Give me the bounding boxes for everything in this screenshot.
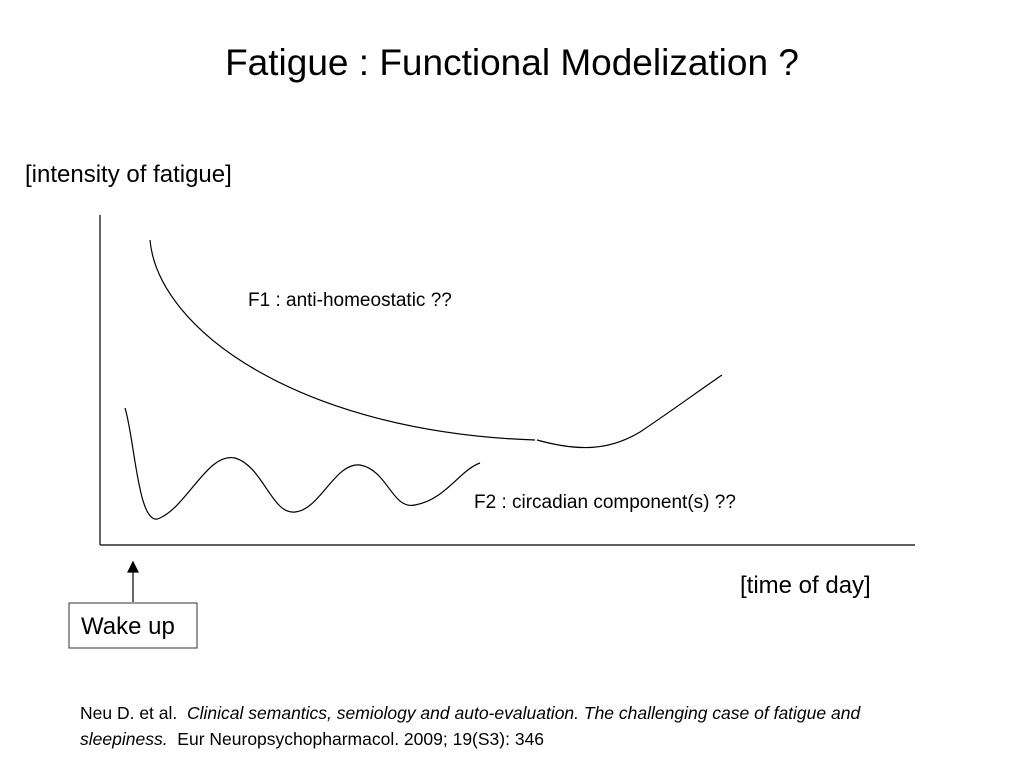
f1-curve: [536, 374, 723, 449]
ref-source: Eur Neuropsychopharmacol. 2009; 19(S3): …: [177, 729, 545, 749]
arrow-head: [127, 560, 139, 573]
ref-authors: Neu D. et al.: [80, 703, 178, 723]
y-label: [intensity of fatigue]: [25, 161, 232, 188]
curve-label: F1 : anti-homeostatic ??: [248, 290, 452, 311]
curve-label: F2 : circadian component(s) ??: [474, 492, 736, 513]
marker-label: Wake up: [81, 613, 175, 640]
f2-curve: [124, 407, 481, 520]
ref-title: Clinical semantics, semiology and auto-e…: [80, 703, 861, 749]
x-label: [time of day]: [740, 572, 871, 599]
reference: Neu D. et al. Clinical semantics, semiol…: [80, 700, 940, 752]
wake-box: [68, 602, 198, 649]
f1-curve: [149, 239, 536, 441]
title: Fatigue : Functional Modelization ?: [225, 42, 799, 83]
